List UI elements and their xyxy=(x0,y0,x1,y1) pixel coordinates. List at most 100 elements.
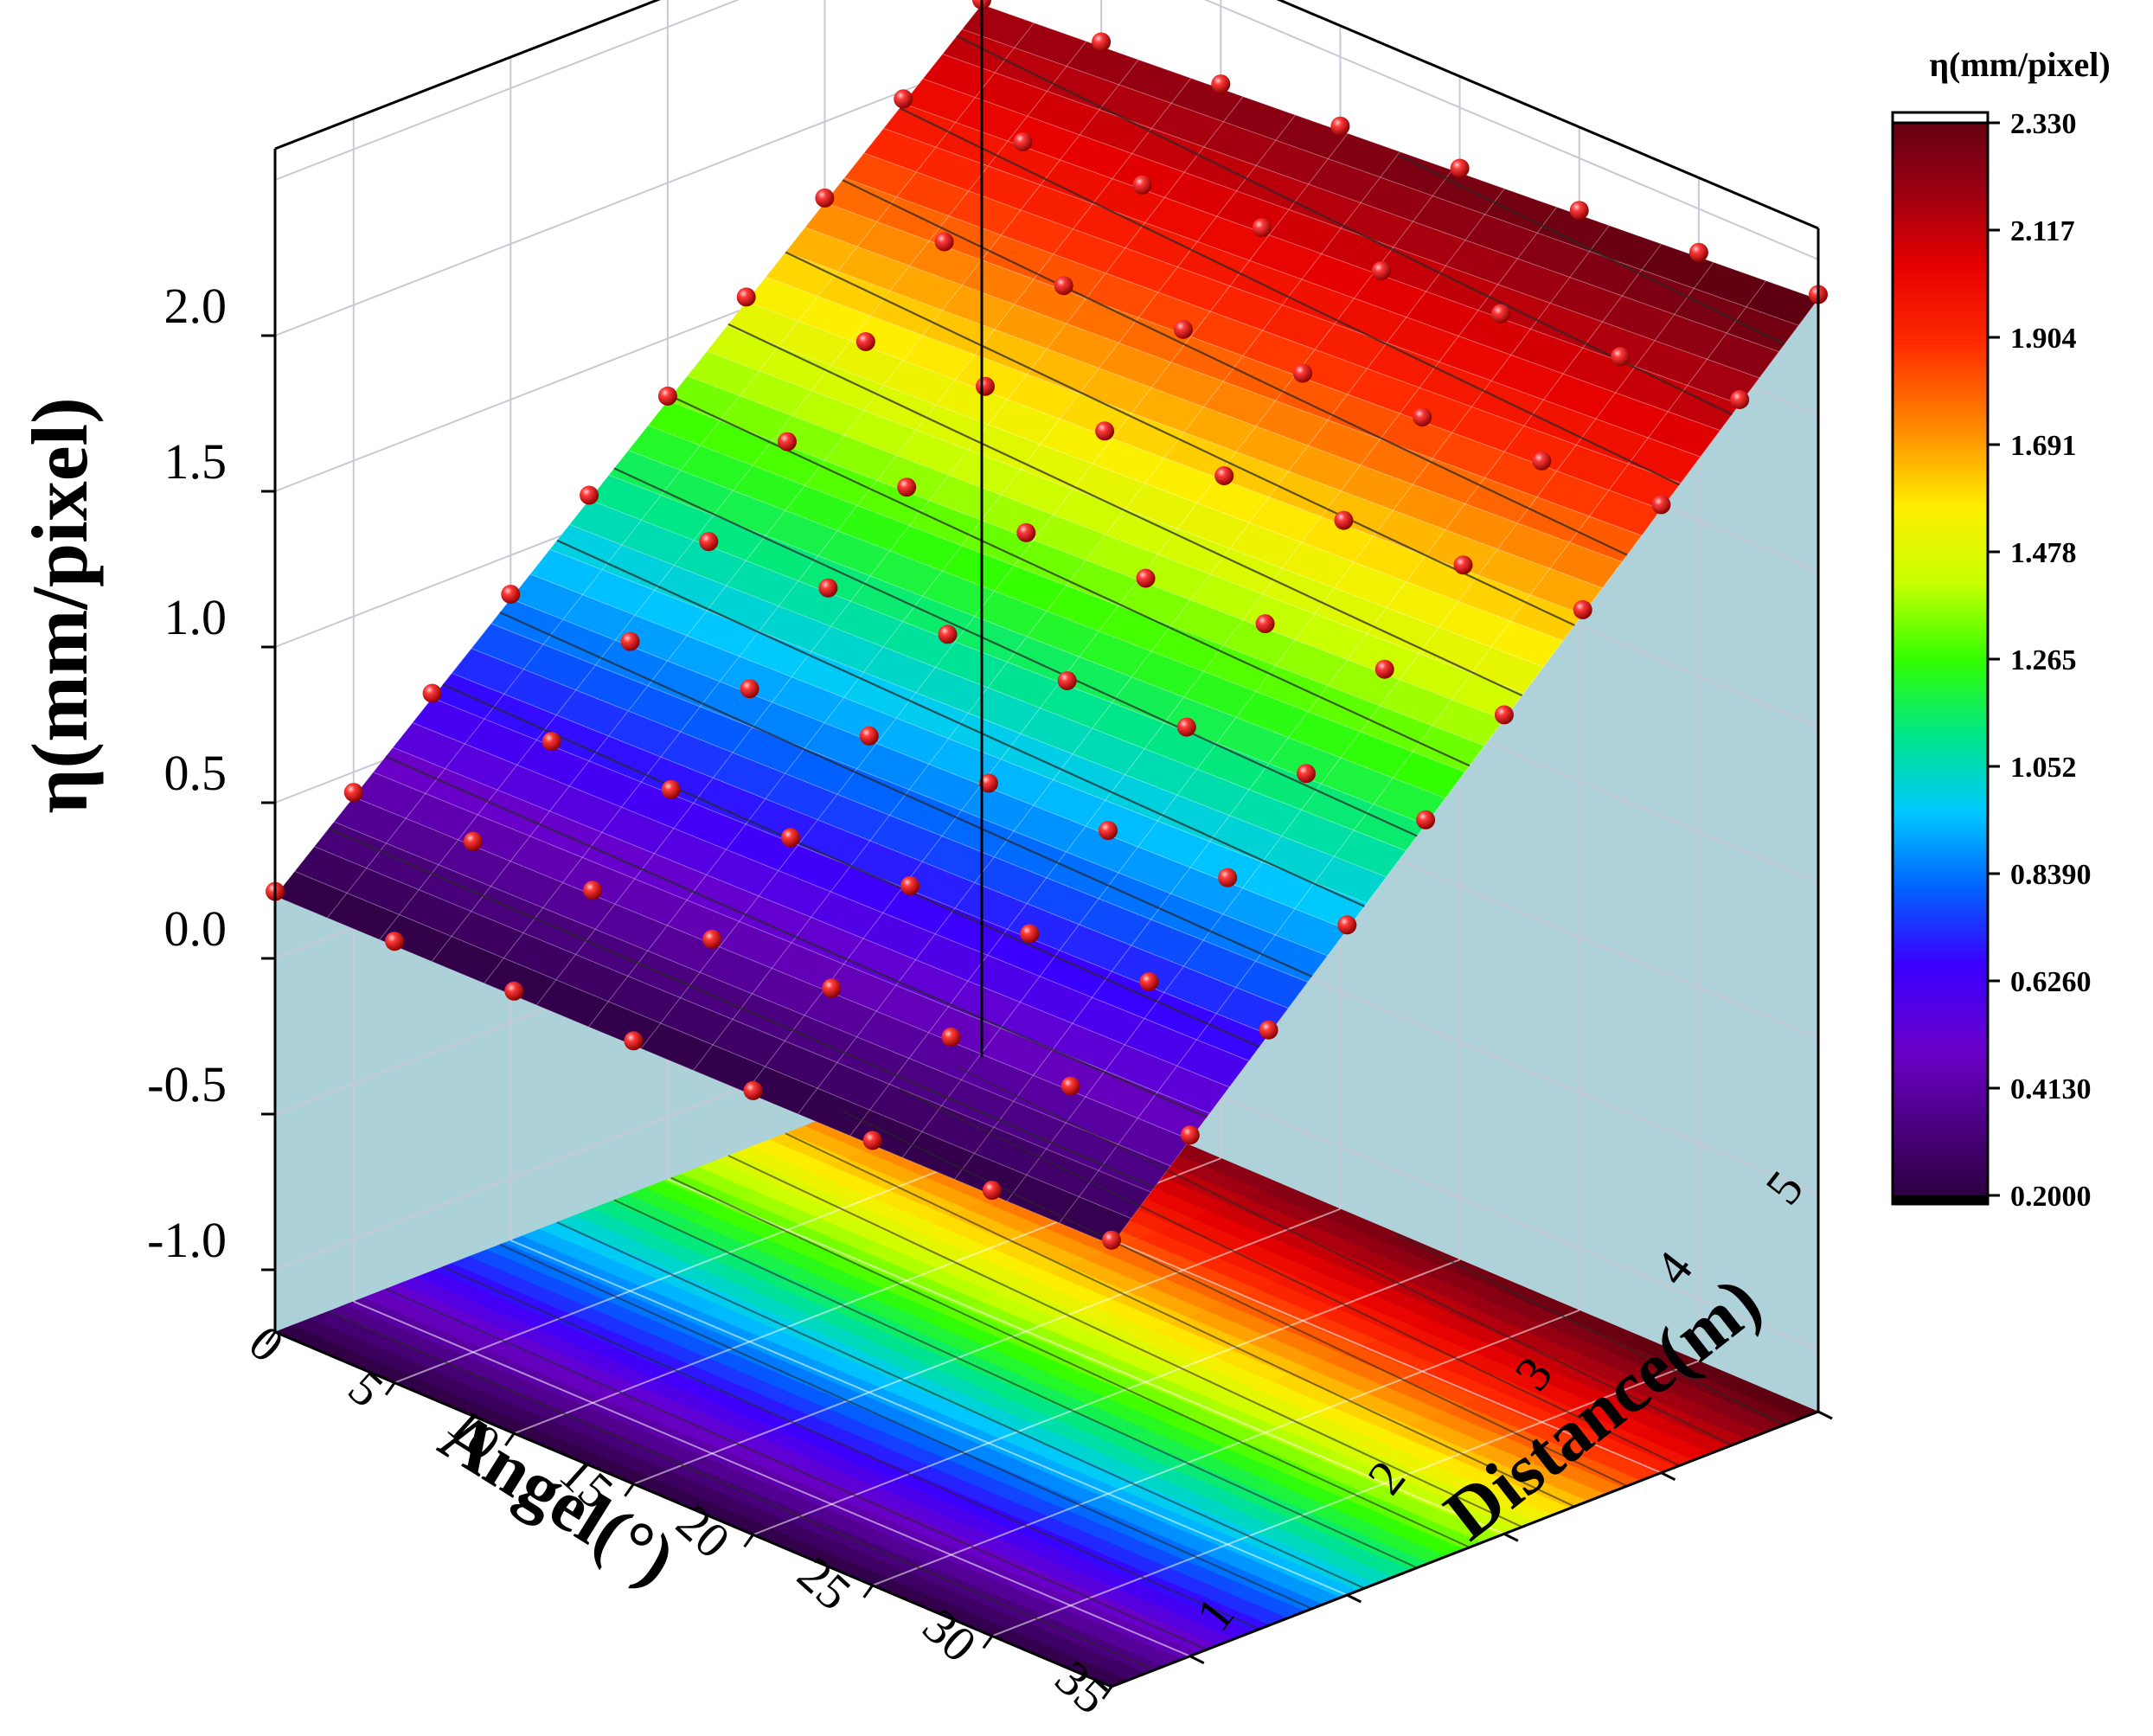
data-point xyxy=(1132,175,1152,195)
data-point xyxy=(583,881,603,900)
colorbar-tick-label: 1.478 xyxy=(2010,537,2077,569)
data-point xyxy=(1413,407,1432,427)
data-point xyxy=(1259,1020,1278,1040)
data-point xyxy=(1057,671,1077,690)
data-point xyxy=(1139,972,1159,992)
frame-edge xyxy=(274,1330,1112,1688)
data-point xyxy=(1569,201,1589,221)
data-point xyxy=(894,89,913,109)
frame-edge xyxy=(1276,0,1819,230)
data-point xyxy=(1651,495,1671,515)
frame-edge xyxy=(274,0,662,151)
data-point xyxy=(661,779,681,799)
colorbar-gradient xyxy=(1891,112,1990,1206)
colorbar: η(mm/pixel) 2.330 2.117 1.904 1.691 1.478 1.2… xyxy=(1891,45,2111,1213)
data-point xyxy=(941,1028,961,1047)
frame-edge xyxy=(1111,1410,1819,1688)
data-point xyxy=(1416,810,1436,830)
data-point xyxy=(1688,242,1708,262)
surface-mesh xyxy=(274,3,1819,1246)
colorbar-tick-label: 0.6260 xyxy=(2010,966,2092,998)
contour-lines xyxy=(328,35,1785,1671)
data-point xyxy=(702,929,722,949)
data-point xyxy=(1453,555,1473,575)
data-point xyxy=(624,1031,644,1051)
data-point xyxy=(1173,319,1193,339)
data-point xyxy=(1293,363,1312,383)
data-point xyxy=(1180,1125,1200,1145)
data-point xyxy=(1095,421,1115,441)
data-point xyxy=(1016,522,1036,542)
colorbar-title: η(mm/pixel) xyxy=(1929,45,2110,84)
colorbar-tick-label: 2.117 xyxy=(2010,215,2075,247)
data-point xyxy=(862,1131,882,1150)
x-tick-mark xyxy=(1101,1686,1113,1700)
data-point xyxy=(855,332,875,351)
z-tick-label: 1.5 xyxy=(164,433,227,490)
z-tick-label: -1.0 xyxy=(147,1212,227,1268)
colorbar-tick-label: 0.4130 xyxy=(2010,1073,2092,1105)
colorbar-tick-label: 1.052 xyxy=(2010,752,2077,784)
data-point xyxy=(978,773,998,793)
x-tick-mark xyxy=(265,1331,277,1345)
colorbar-tick-label: 2.330 xyxy=(2010,108,2077,140)
data-point xyxy=(743,1080,763,1100)
data-point xyxy=(1297,764,1316,784)
z-tick-label: 1.0 xyxy=(164,589,227,645)
data-point xyxy=(1371,261,1391,280)
colorbar-tick-label: 0.8390 xyxy=(2010,859,2092,891)
data-point xyxy=(422,683,442,703)
data-point xyxy=(934,232,954,252)
data-point xyxy=(1532,451,1552,471)
data-point xyxy=(1176,717,1196,737)
x-tick-mark xyxy=(384,1381,396,1396)
data-point xyxy=(982,1181,1002,1201)
data-point xyxy=(1252,218,1272,238)
data-point xyxy=(1218,868,1238,887)
data-point xyxy=(1211,74,1231,94)
colorbar-tick-label: 1.691 xyxy=(2010,430,2077,462)
data-point xyxy=(580,485,599,505)
data-point xyxy=(740,679,759,699)
data-point xyxy=(699,532,719,552)
data-point xyxy=(938,625,958,644)
y-tick-mark xyxy=(1189,1655,1205,1665)
colorbar-top-cap xyxy=(1891,111,1990,125)
y-tick-mark xyxy=(1346,1593,1362,1604)
x-tick-mark xyxy=(982,1635,994,1650)
z-axis-title: η(mm/pixel) xyxy=(16,397,104,813)
data-point xyxy=(1092,32,1112,52)
y-tick-mark xyxy=(1503,1532,1519,1542)
data-point xyxy=(1060,1076,1080,1096)
colorbar-bottom-cap xyxy=(1893,1195,1988,1204)
data-point xyxy=(343,783,363,803)
data-point xyxy=(1255,614,1275,634)
data-point xyxy=(657,386,677,406)
x-tick-label: 0 xyxy=(239,1315,295,1374)
data-point xyxy=(504,981,524,1001)
data-point xyxy=(1136,568,1156,588)
data-point xyxy=(736,287,756,307)
z-axis-ticks: 2.0 1.5 1.0 0.5 0.0 -0.5 -1.0 xyxy=(147,278,227,1268)
data-point xyxy=(1214,466,1234,485)
data-point xyxy=(1374,659,1394,679)
z-tick-label: -0.5 xyxy=(147,1056,227,1112)
data-point xyxy=(900,875,920,895)
data-point xyxy=(463,831,483,851)
data-point xyxy=(1730,390,1750,409)
data-point xyxy=(1450,158,1470,178)
y-tick-mark xyxy=(1660,1471,1676,1482)
data-point xyxy=(1013,132,1033,151)
data-point xyxy=(1020,924,1040,944)
data-point xyxy=(976,376,995,396)
data-point xyxy=(815,188,835,208)
z-tick-label: 0.5 xyxy=(164,745,227,801)
data-point xyxy=(1334,510,1354,530)
data-point xyxy=(897,477,917,497)
data-point xyxy=(1494,705,1514,725)
data-point xyxy=(501,585,521,604)
z-tick-label: 0.0 xyxy=(164,900,227,957)
data-point xyxy=(778,432,797,452)
axis-frame xyxy=(261,0,1833,1700)
